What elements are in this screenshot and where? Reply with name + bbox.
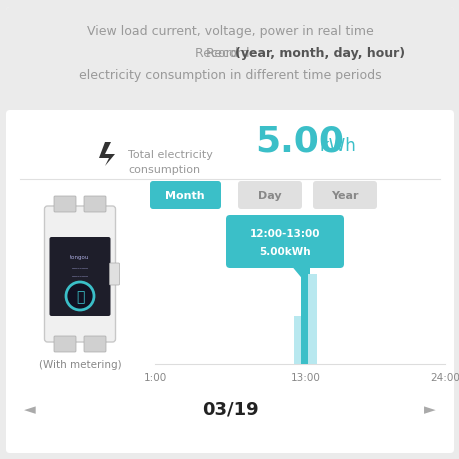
- Text: View load current, voltage, power in real time: View load current, voltage, power in rea…: [86, 25, 373, 38]
- Text: 13:00: 13:00: [290, 372, 320, 382]
- FancyBboxPatch shape: [54, 336, 76, 352]
- FancyBboxPatch shape: [109, 263, 119, 285]
- Text: 5.00kWh: 5.00kWh: [258, 247, 310, 257]
- Bar: [301, 233, 310, 364]
- Text: Record: Record: [195, 47, 242, 60]
- FancyBboxPatch shape: [6, 8, 453, 453]
- Polygon shape: [289, 264, 309, 282]
- FancyBboxPatch shape: [312, 182, 376, 210]
- Text: (year, month, day, hour): (year, month, day, hour): [235, 47, 404, 60]
- FancyBboxPatch shape: [150, 182, 220, 210]
- Text: Total electricity
consumption: Total electricity consumption: [128, 150, 213, 174]
- Text: kWh: kWh: [319, 137, 356, 155]
- Text: (With metering): (With metering): [39, 359, 121, 369]
- Text: 5.00: 5.00: [254, 125, 343, 159]
- Text: electricity consumption in different time periods: electricity consumption in different tim…: [78, 69, 381, 82]
- Text: Record: Record: [206, 47, 253, 60]
- Text: 12:00-13:00: 12:00-13:00: [249, 229, 319, 239]
- FancyBboxPatch shape: [225, 216, 343, 269]
- FancyBboxPatch shape: [84, 336, 106, 352]
- FancyBboxPatch shape: [45, 207, 115, 342]
- Text: 03/19: 03/19: [201, 400, 258, 418]
- Text: Day: Day: [257, 190, 281, 201]
- FancyBboxPatch shape: [6, 111, 453, 453]
- FancyBboxPatch shape: [54, 196, 76, 213]
- Bar: [293, 316, 302, 364]
- Circle shape: [66, 282, 94, 310]
- Polygon shape: [99, 143, 115, 167]
- Text: Month: Month: [165, 190, 204, 201]
- Text: tongou: tongou: [70, 254, 90, 259]
- Text: ◄: ◄: [24, 402, 36, 417]
- Text: ►: ►: [423, 402, 435, 417]
- Text: Year: Year: [330, 190, 358, 201]
- FancyBboxPatch shape: [237, 182, 302, 210]
- Bar: [307, 274, 316, 364]
- FancyBboxPatch shape: [6, 8, 453, 124]
- Text: ⏻: ⏻: [76, 289, 84, 303]
- Text: 24:00: 24:00: [429, 372, 459, 382]
- Text: ━━━━━━━━: ━━━━━━━━: [71, 274, 88, 279]
- Text: 1:00: 1:00: [143, 372, 166, 382]
- FancyBboxPatch shape: [84, 196, 106, 213]
- FancyBboxPatch shape: [50, 237, 110, 316]
- Text: ━━━━━━━━: ━━━━━━━━: [71, 266, 88, 270]
